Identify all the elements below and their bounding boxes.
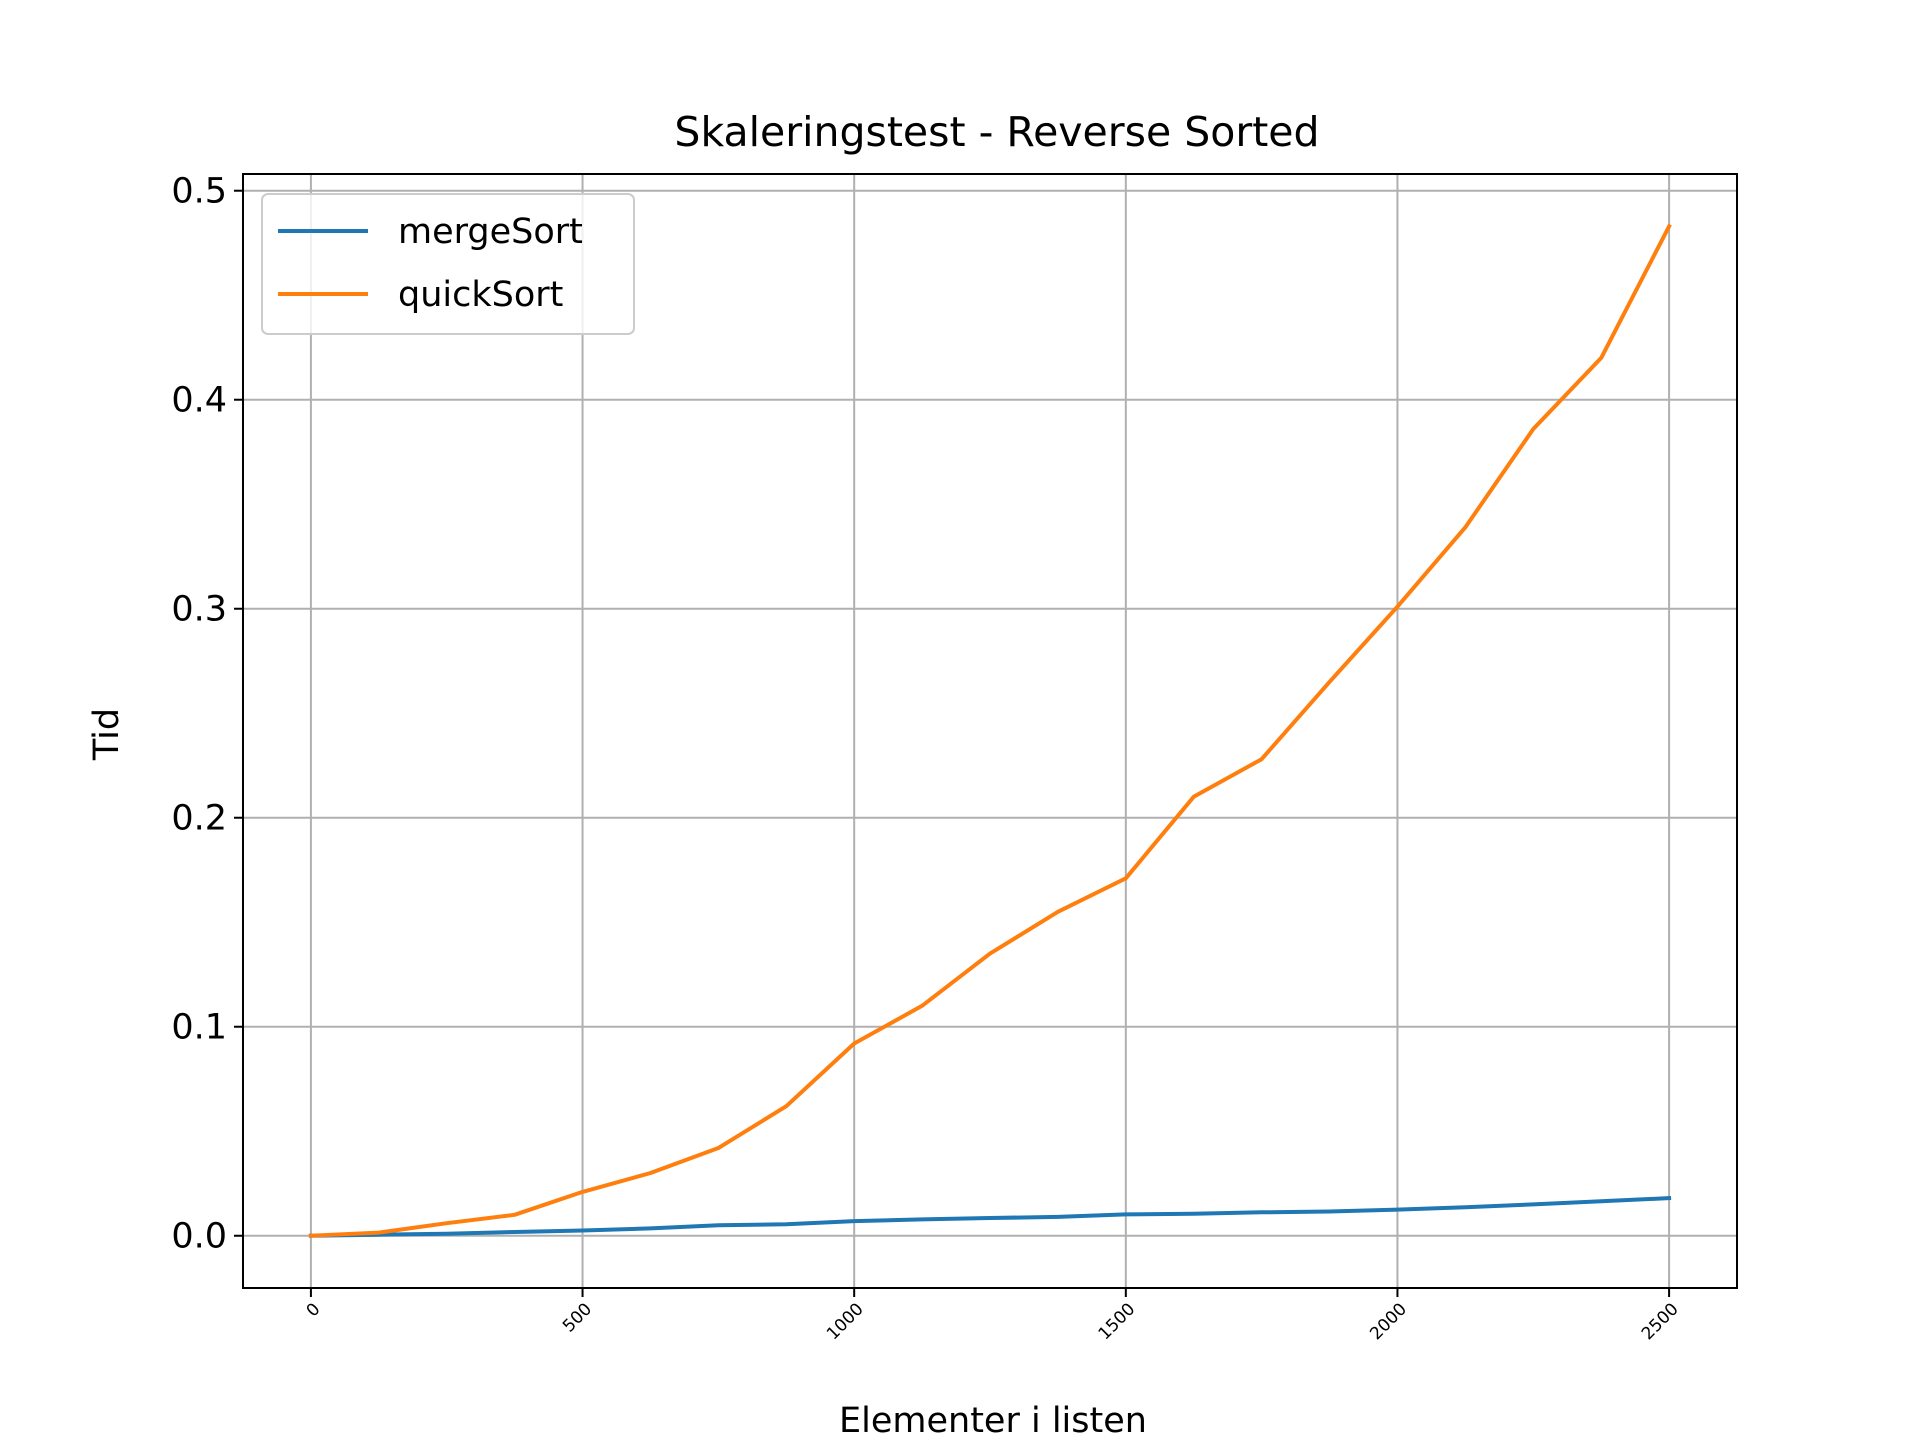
grid-lines [243,174,1737,1288]
y-tick-label: 0.1 [171,1008,227,1048]
y-tick-label: 0.4 [171,381,227,421]
series-lines [308,223,1672,1238]
y-tick-label: 0.3 [171,590,227,630]
y-axis-label: Tid [87,708,127,761]
x-axis-label: Elementer i listen [839,1401,1147,1440]
legend: mergeSort quickSort [261,193,635,335]
legend-label: mergeSort [398,212,583,252]
chart-title: Skaleringstest - Reverse Sorted [674,108,1319,156]
y-tick-label: 0.0 [171,1217,227,1257]
series-line-quickSort [308,223,1672,1238]
series-line-mergeSort [308,1196,1672,1238]
y-tick-label: 0.5 [171,172,227,212]
plot-frame [242,173,1738,1289]
y-tick-label: 0.2 [171,799,227,839]
legend-label: quickSort [398,275,563,315]
